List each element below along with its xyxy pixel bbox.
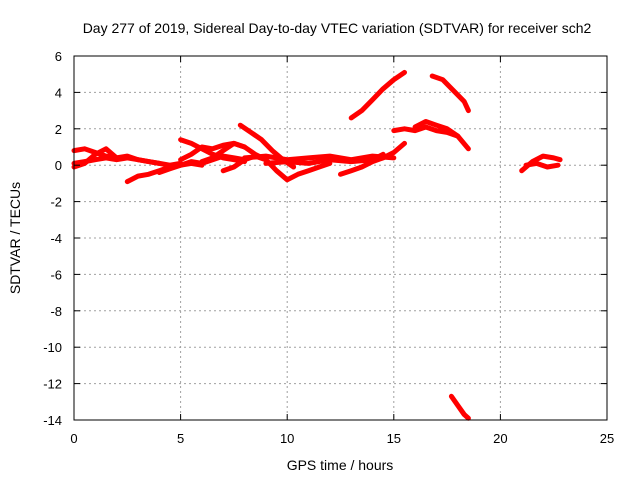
y-axis-title: SDTVAR / TECUs xyxy=(7,182,23,294)
y-tick-label: 2 xyxy=(55,122,62,137)
x-tick-label: 5 xyxy=(177,431,184,446)
series-line-arc-18 xyxy=(448,393,471,421)
y-tick-label: 6 xyxy=(55,49,62,64)
x-tick-label: 25 xyxy=(600,431,614,446)
x-tick-label: 20 xyxy=(493,431,507,446)
series-line-arc-20 xyxy=(523,160,561,170)
series-line-arc-13 xyxy=(338,140,407,177)
series-line-arc-15 xyxy=(391,124,461,139)
series-line-arc-6 xyxy=(178,137,248,165)
y-tick-label: 4 xyxy=(55,85,62,100)
chart-title: Day 277 of 2019, Sidereal Day-to-day VTE… xyxy=(83,20,592,36)
y-tick-label: 0 xyxy=(55,158,62,173)
series-line-arc-16 xyxy=(412,119,471,152)
x-tick-label: 10 xyxy=(280,431,294,446)
series-group xyxy=(71,69,563,421)
y-tick-label: -8 xyxy=(50,304,62,319)
y-tick-label: -4 xyxy=(50,231,62,246)
y-tick-label: -2 xyxy=(50,195,62,210)
series-line-arc-17 xyxy=(429,73,471,114)
series-line-arc-11 xyxy=(242,153,397,163)
x-axis-title: GPS time / hours xyxy=(287,457,394,473)
series-line-arc-10 xyxy=(220,153,333,183)
x-tick-label: 15 xyxy=(387,431,401,446)
grid-lines xyxy=(74,56,607,420)
y-tick-label: -6 xyxy=(50,267,62,282)
y-tick-label: -10 xyxy=(43,340,62,355)
ticks xyxy=(73,55,608,421)
y-tick-labels: 6 4 2 0 -2 -4 -6 -8 -10 -12 -14 xyxy=(43,49,62,428)
x-tick-label: 0 xyxy=(70,431,77,446)
y-tick-label: -14 xyxy=(43,413,62,428)
series-line-arc-14 xyxy=(348,69,407,121)
x-tick-labels: 0 5 10 15 20 25 xyxy=(70,431,614,446)
y-tick-label: -12 xyxy=(43,377,62,392)
series-line-arc-3 xyxy=(71,146,120,170)
